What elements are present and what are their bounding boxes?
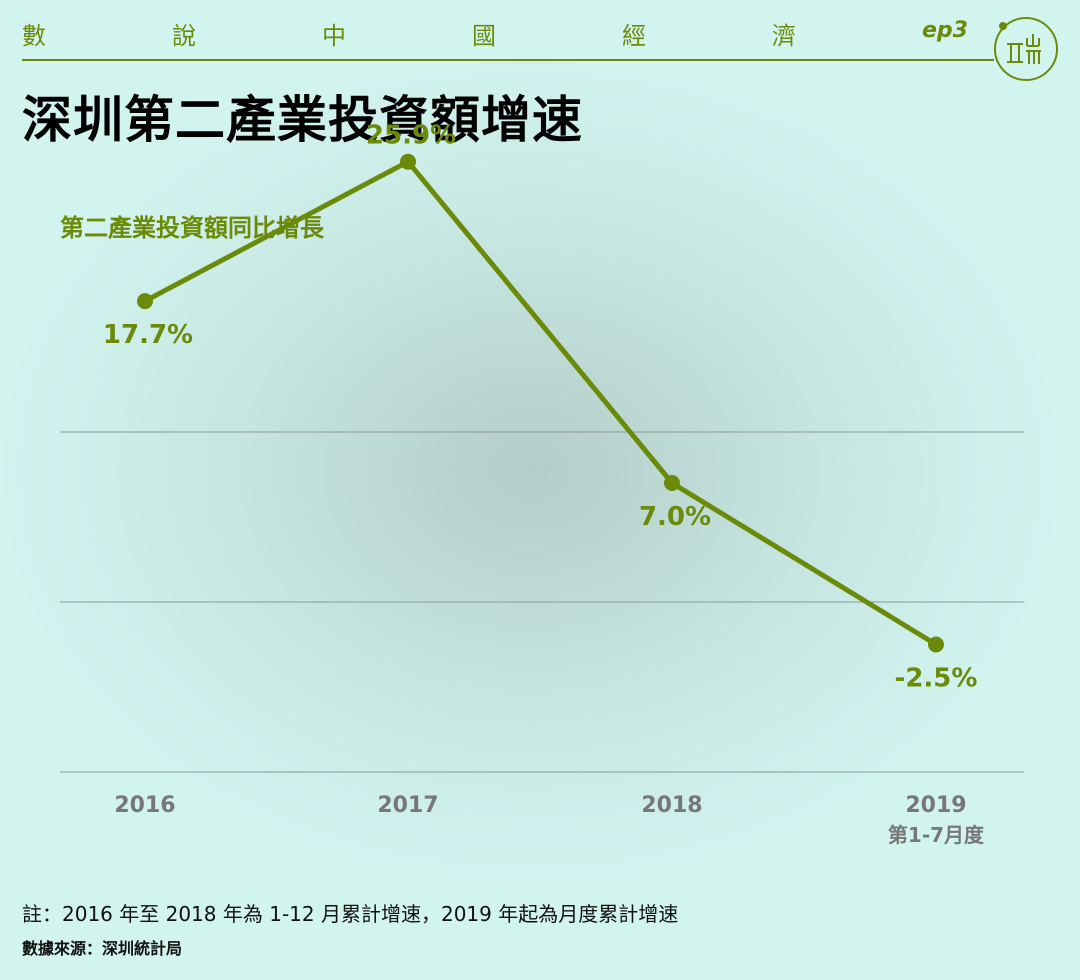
data-point [928,636,944,653]
series-title-char: 濟 [772,22,796,50]
footnote: 註：2016 年至 2018 年為 1-12 月累計增速，2019 年起為月度累… [22,902,679,926]
data-label: 25.9% [366,121,456,151]
data-point [400,153,416,170]
header-divider [22,59,994,61]
page-title: 深圳第二產業投資額增速 [22,91,583,149]
initium-logo-icon [994,17,1058,81]
data-point [664,475,680,491]
series-line [142,159,939,647]
series-title-char: 說 [172,22,196,50]
episode-label: ep3 [922,18,968,43]
data-label: 17.7% [103,320,193,350]
series-title-char: 國 [472,22,496,50]
series-title-char: 經 [622,22,646,50]
data-point [137,293,153,310]
data-source: 數據來源：深圳統計局 [22,939,183,958]
series-title-char: 數 [22,22,46,50]
x-tick-label: 2016 [114,793,175,818]
line-chart: 17.7% 25.9% 7.0% -2.5% 2016 2017 2018 2019 第1-7月… [60,121,1024,847]
x-tick-sublabel: 第1-7月度 [888,823,985,847]
x-tick-label: 2017 [377,793,438,818]
x-tick-label: 2018 [641,793,702,818]
series-title-char: 中 [322,22,346,50]
data-label: 7.0% [639,502,711,532]
x-tick-label: 2019 [905,793,966,818]
data-label: -2.5% [895,664,978,694]
